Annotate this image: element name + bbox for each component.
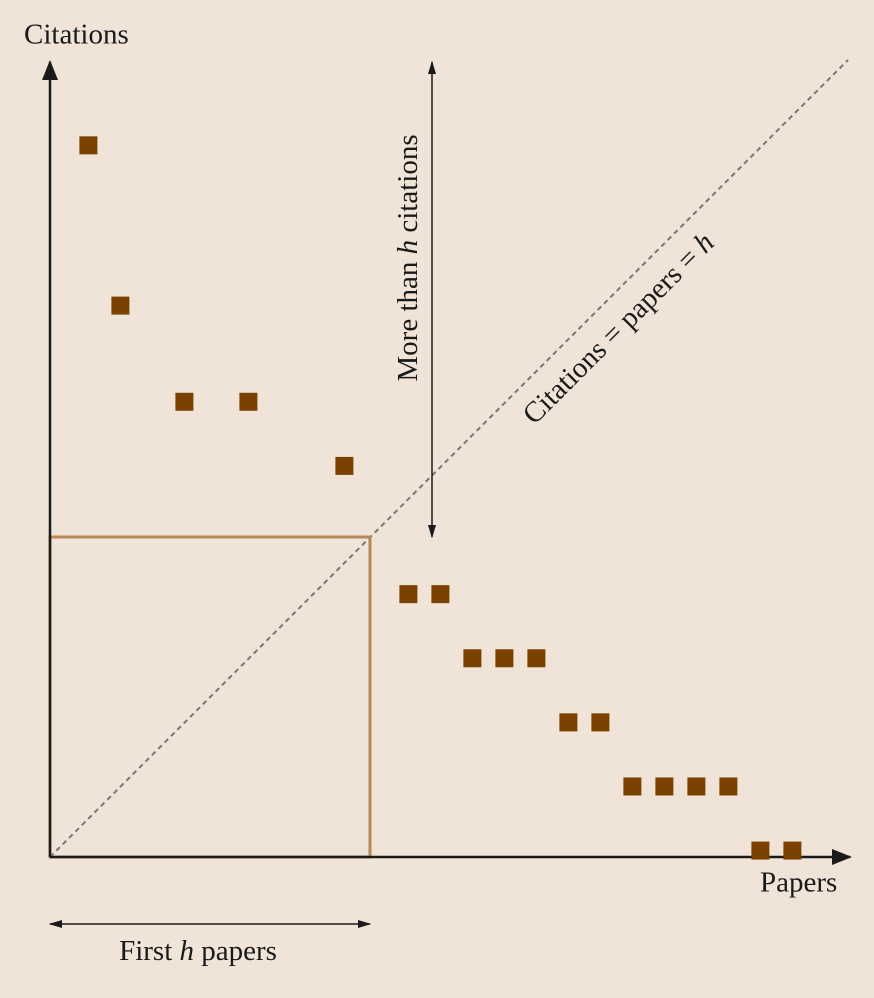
text-part: h bbox=[180, 935, 195, 967]
text-part: Citations = papers = bbox=[516, 237, 710, 431]
text-part: h bbox=[392, 240, 424, 255]
data-point bbox=[559, 713, 578, 732]
data-point bbox=[399, 585, 418, 604]
data-point bbox=[79, 136, 98, 155]
data-point bbox=[623, 777, 642, 796]
data-point bbox=[111, 296, 130, 315]
horizontal-annotation: First h papers bbox=[119, 935, 277, 967]
data-point bbox=[431, 585, 450, 604]
text-part: papers bbox=[194, 935, 277, 967]
data-point bbox=[495, 649, 514, 668]
text-part: citations bbox=[392, 134, 424, 240]
data-point bbox=[719, 777, 738, 796]
data-point bbox=[751, 841, 770, 860]
data-point bbox=[463, 649, 482, 668]
diagonal-annotation: Citations = papers = h bbox=[516, 226, 720, 430]
y-axis-label: Citations bbox=[24, 19, 129, 51]
data-point bbox=[239, 392, 258, 411]
vertical-annotation: More than h citations bbox=[392, 134, 424, 381]
text-part: First bbox=[119, 935, 179, 967]
data-point bbox=[655, 777, 674, 796]
data-point bbox=[527, 649, 546, 668]
data-point bbox=[591, 713, 610, 732]
diagonal bbox=[49, 59, 849, 858]
data-point bbox=[335, 456, 354, 475]
text-part: More than bbox=[392, 254, 424, 381]
data-point bbox=[783, 841, 802, 860]
data-point bbox=[687, 777, 706, 796]
data-point bbox=[175, 392, 194, 411]
x-axis-label: Papers bbox=[760, 867, 837, 899]
